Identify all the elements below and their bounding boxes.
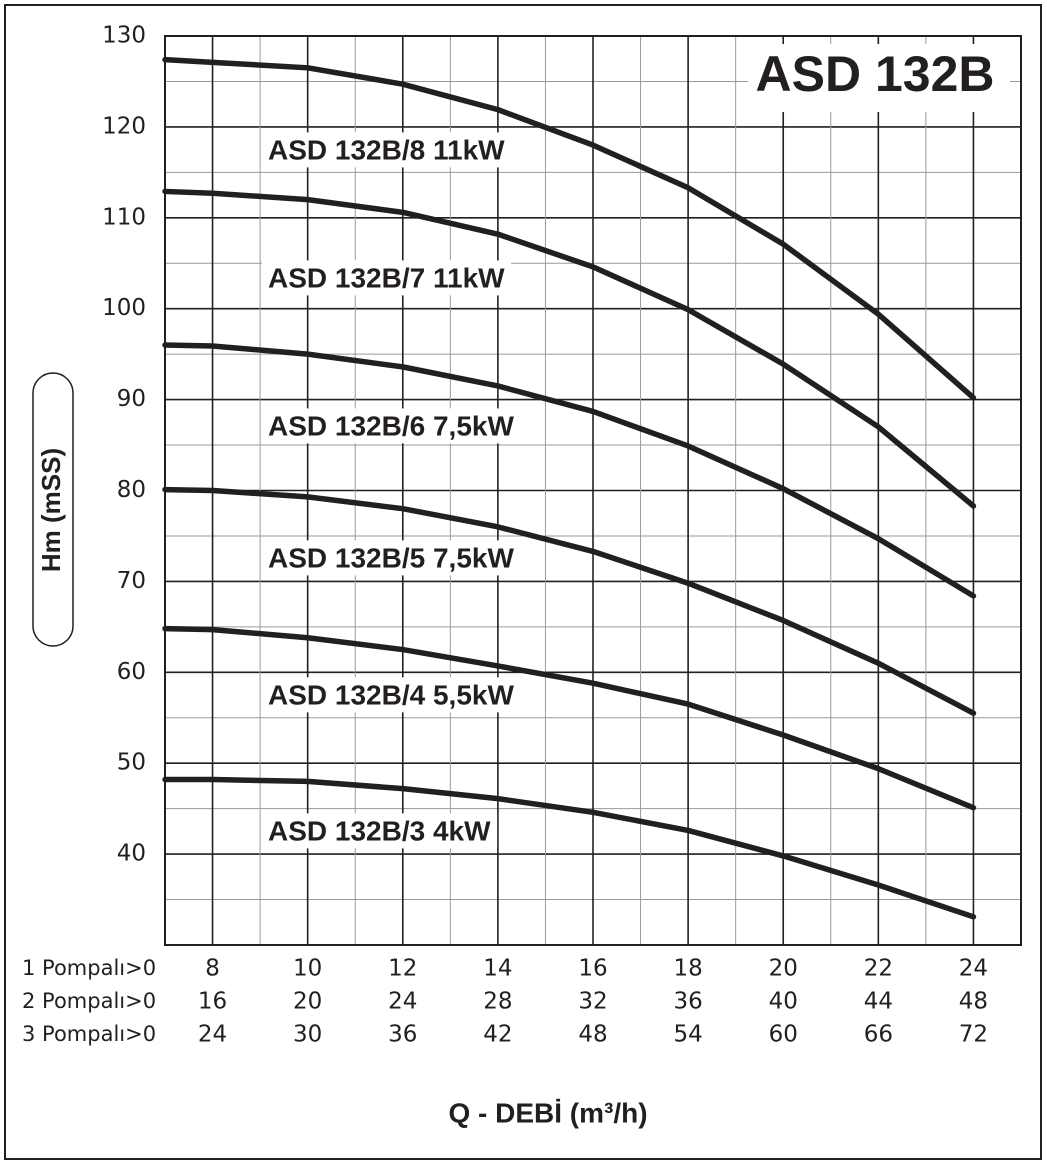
y-tick-label: 50 (117, 750, 146, 776)
x-tick-label: 18 (673, 956, 702, 982)
pump-curve (162, 56, 977, 401)
curve-label: ASD 132B/6 7,5kW (268, 410, 514, 441)
x-tick-label: 32 (578, 989, 607, 1015)
y-tick-label: 80 (117, 477, 146, 503)
x-tick-label: 40 (769, 989, 798, 1015)
x-tick-label: 24 (388, 989, 417, 1015)
curve-label-bg (262, 677, 521, 713)
pump-curve (162, 776, 977, 920)
x-tick-label: 24 (959, 956, 988, 982)
curve-label-bg (262, 132, 512, 168)
chart-title: ASD 132B (756, 46, 995, 102)
x-tick-label: 16 (578, 956, 607, 982)
x-row-label: 2 Pompalı>0 (22, 989, 156, 1013)
y-tick-label: 120 (102, 113, 146, 139)
curve-label-bg (262, 260, 512, 296)
x-tick-label: 20 (293, 989, 322, 1015)
x-tick-label: 20 (769, 956, 798, 982)
labels: ASD 132B/8 11kW ASD 132B/7 11kW ASD 132B/6… (262, 132, 521, 849)
x-tick-label: 36 (388, 1022, 417, 1048)
x-tick-label: 48 (578, 1022, 607, 1048)
y-axis-label: Hm (mSS) (36, 448, 66, 572)
curves (162, 56, 977, 920)
x-tick-label: 42 (483, 1022, 512, 1048)
x-tick-label: 12 (388, 956, 417, 982)
y-tick-label: 40 (117, 841, 146, 867)
x-tick-label: 44 (864, 989, 893, 1015)
y-tick-label: 100 (102, 295, 146, 321)
x-tick-label: 8 (205, 956, 220, 982)
x-row-label: 3 Pompalı>0 (22, 1022, 156, 1046)
frame (4, 4, 1042, 1160)
y-tick-label: 60 (117, 659, 146, 685)
x-tick-label: 10 (293, 956, 322, 982)
curve-label-bg (262, 540, 521, 576)
x-axis-label: Q - DEBİ (m³/h) (448, 1097, 647, 1128)
curve-label: ASD 132B/3 4kW (268, 815, 491, 846)
x-tick-label: 28 (483, 989, 512, 1015)
x-tick-label: 14 (483, 956, 512, 982)
x-tick-label: 16 (198, 989, 227, 1015)
curve-label-bg (262, 813, 498, 849)
y-tick-label: 110 (102, 204, 146, 230)
x-tick-label: 72 (959, 1022, 988, 1048)
pump-curve (162, 188, 977, 509)
pump-curve (162, 625, 977, 811)
x-tick-label: 22 (864, 956, 893, 982)
curve-label-bg (262, 408, 521, 444)
pump-curve (162, 342, 977, 599)
plot-border (164, 35, 1022, 946)
x-tick-label: 60 (769, 1022, 798, 1048)
x-tick-label: 66 (864, 1022, 893, 1048)
x-tick-label: 48 (959, 989, 988, 1015)
grid (165, 35, 1021, 945)
curve-label: ASD 132B/7 11kW (268, 262, 505, 293)
x-tick-label: 54 (673, 1022, 702, 1048)
curve-label: ASD 132B/4 5,5kW (268, 679, 514, 710)
pump-curve (162, 486, 977, 716)
y-tick-label: 130 (102, 23, 146, 49)
ylabel-box (32, 372, 74, 647)
curve-label: ASD 132B/5 7,5kW (268, 542, 514, 573)
x-tick-label: 30 (293, 1022, 322, 1048)
x-tick-label: 36 (673, 989, 702, 1015)
x-row-label: 1 Pompalı>0 (22, 956, 156, 980)
y-tick-label: 90 (117, 386, 146, 412)
y-tick-label: 70 (117, 568, 146, 594)
curve-label: ASD 132B/8 11kW (268, 134, 505, 165)
x-tick-label: 24 (198, 1022, 227, 1048)
title-bg (748, 44, 1010, 112)
